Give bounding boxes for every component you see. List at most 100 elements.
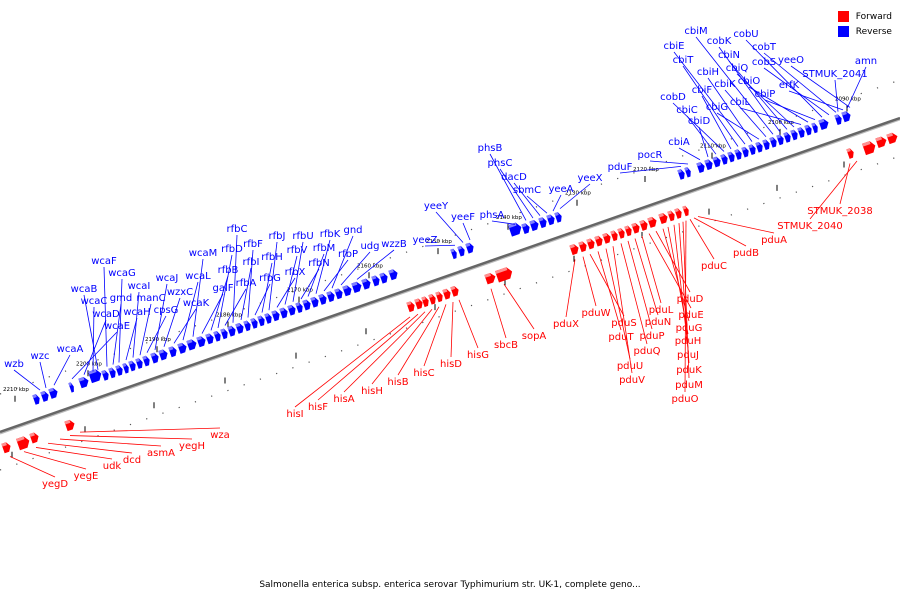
forward-gene-arrow — [450, 285, 459, 297]
gene-highlight — [414, 298, 420, 303]
gene-label: cpsG — [154, 305, 179, 316]
gene-highlight — [442, 288, 448, 293]
gene-label: sopA — [522, 331, 547, 342]
gene-highlight — [168, 346, 174, 351]
gene-label: dacD — [501, 172, 527, 183]
gene-label: wcaD — [92, 309, 120, 320]
reverse-swatch — [837, 26, 849, 37]
reverse-gene-arrow — [318, 294, 327, 305]
gene-body — [279, 307, 288, 319]
gene-label: wcaI — [128, 281, 151, 292]
reverse-gene-arrow — [546, 214, 555, 226]
reverse-gene-arrow — [205, 333, 214, 345]
gene-highlight — [862, 141, 871, 147]
gene-highlight — [546, 214, 552, 219]
forward-gene-arrow — [658, 213, 668, 225]
gene-leader-line — [292, 241, 304, 302]
gene-highlight — [16, 436, 25, 442]
gene-leader-line — [619, 166, 682, 174]
gene-highlight — [64, 419, 71, 425]
gene-body — [186, 339, 197, 351]
reverse-gene-arrow — [521, 223, 530, 235]
gene-body — [875, 136, 887, 149]
gene-body — [841, 111, 851, 123]
gene-leader-line — [684, 220, 687, 393]
gene-label: rfbC — [227, 224, 248, 235]
reverse-gene-arrow — [379, 272, 388, 284]
gene-label: hisF — [308, 402, 328, 413]
gene-leader-line — [247, 249, 254, 318]
gene-leader-line — [634, 238, 659, 316]
reverse-gene-arrow — [196, 336, 206, 348]
gene-body — [150, 352, 159, 364]
reverse-gene-arrow — [271, 310, 280, 322]
gene-leader-line — [513, 182, 541, 216]
gene-highlight — [334, 288, 340, 293]
gene-leader-line — [201, 293, 224, 334]
scale-label: 2140 kbp — [496, 215, 522, 221]
gene-leader-line — [582, 256, 597, 307]
gene-highlight — [797, 127, 802, 132]
forward-gene-arrow — [64, 419, 75, 432]
reverse-gene-arrow — [334, 288, 343, 300]
reverse-gene-arrow — [704, 159, 713, 171]
gene-leader-line — [284, 255, 298, 305]
reverse-gene-arrow — [287, 304, 296, 316]
gene-body — [177, 342, 187, 354]
gene-body — [334, 288, 343, 300]
gene-highlight — [631, 222, 637, 228]
gene-leader-line — [499, 168, 534, 219]
gene-leader-line — [92, 306, 95, 372]
gene-highlight — [128, 360, 133, 365]
gene-body — [578, 241, 587, 253]
gene-label: pduO — [672, 394, 699, 405]
legend: Forward Reverse — [837, 9, 892, 39]
gene-highlight — [135, 358, 140, 363]
gene-body — [529, 220, 539, 232]
gene-leader-line — [103, 266, 108, 367]
gene-leader-line — [695, 36, 774, 135]
gene-highlight — [457, 245, 462, 250]
gene-body — [696, 162, 705, 173]
gene-label: rfbU — [292, 231, 313, 242]
legend-reverse-label: Reverse — [855, 26, 892, 37]
reverse-gene-arrow — [797, 127, 805, 138]
gene-leader-line — [154, 283, 168, 350]
gene-label: pduC — [701, 261, 727, 272]
gene-leader-line — [23, 451, 87, 470]
gene-label: pduL — [649, 305, 674, 316]
scale-label: 2170 kbp — [287, 288, 313, 294]
gene-highlight — [677, 169, 682, 174]
gene-label: cbiA — [668, 137, 690, 148]
gene-leader-line — [641, 235, 662, 304]
gene-leader-line — [331, 235, 354, 289]
gene-leader-line — [764, 99, 816, 121]
gene-body — [465, 242, 474, 254]
gene-label: cbiQ — [726, 63, 749, 74]
gene-highlight — [101, 370, 106, 375]
gene-body — [318, 294, 327, 305]
gene-label: cbiG — [706, 102, 728, 113]
gene-highlight — [617, 228, 622, 233]
gene-highlight — [196, 336, 202, 341]
gene-label: wzb — [4, 359, 24, 370]
gene-leader-line — [47, 442, 133, 454]
gene-body — [287, 304, 296, 316]
gene-label: galF — [212, 283, 233, 294]
gene-label: rfbX — [285, 267, 306, 278]
gene-label: cbiP — [755, 89, 776, 100]
gene-leader-line — [788, 90, 844, 111]
reverse-gene-arrow — [128, 360, 136, 372]
gene-leader-line — [834, 79, 839, 112]
gene-label: cbiT — [673, 55, 695, 66]
gene-leader-line — [649, 160, 689, 165]
gene-highlight — [578, 241, 584, 246]
gene-body — [158, 349, 168, 361]
gene-label: hisB — [387, 377, 408, 388]
gene-body — [78, 377, 89, 389]
gene-highlight — [1, 442, 7, 447]
gene-leader-line — [240, 267, 252, 320]
forward-gene-arrow — [406, 301, 415, 313]
forward-gene-arrow — [862, 141, 876, 156]
gene-label: wcaM — [189, 248, 217, 259]
